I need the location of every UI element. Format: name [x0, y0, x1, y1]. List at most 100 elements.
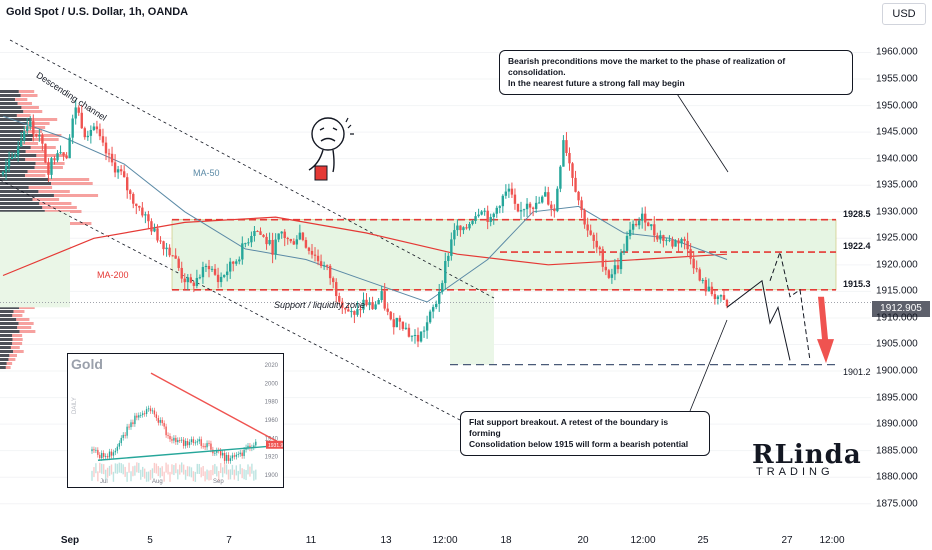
profile-bar — [0, 186, 29, 189]
candle-body — [462, 227, 465, 231]
inset-candle — [237, 454, 239, 455]
candle-body — [247, 242, 250, 244]
candle-body — [534, 202, 538, 209]
profile-bar — [0, 334, 13, 337]
time-axis[interactable] — [0, 530, 932, 550]
top-annotation: Bearish preconditions move the market to… — [499, 50, 853, 96]
inset-candle — [192, 439, 195, 443]
inset-candle — [118, 443, 120, 447]
candle-body — [44, 143, 47, 163]
candle-body — [141, 207, 144, 216]
inset-candle — [145, 409, 148, 414]
candle-body — [222, 275, 226, 277]
inset-candle — [142, 413, 144, 415]
candle-body — [640, 213, 644, 221]
inset-candle — [91, 449, 93, 452]
inset-candle — [112, 452, 115, 456]
inset-candle — [200, 439, 202, 446]
candle-body — [625, 235, 629, 251]
brand-sub: TRADING — [756, 466, 834, 478]
candle-body — [519, 210, 523, 212]
inset-volume — [128, 462, 130, 473]
candle-body — [338, 296, 341, 302]
profile-bar — [17, 326, 32, 329]
inset-volume — [112, 471, 115, 482]
level-label: 1928.5 — [843, 208, 871, 219]
candle-body — [219, 276, 223, 283]
inset-y-tick: 1920 — [265, 455, 279, 461]
inset-volume — [165, 462, 167, 473]
inset-candle — [188, 442, 191, 446]
candle-body — [686, 240, 689, 250]
candle-body — [604, 266, 608, 271]
candle-body — [395, 317, 399, 328]
candle-body — [650, 224, 653, 227]
profile-bar — [0, 190, 39, 193]
profile-bar — [15, 98, 28, 101]
time-tick: 18 — [500, 535, 512, 546]
candle-body — [398, 317, 402, 322]
inset-volume — [108, 465, 111, 476]
profile-bar — [0, 202, 40, 205]
inset-candle — [227, 454, 230, 461]
profile-bar — [53, 194, 99, 197]
inset-volume — [202, 466, 204, 477]
candle-body — [577, 191, 580, 201]
candle-body — [459, 225, 462, 231]
inset-candle — [134, 415, 136, 425]
inset-candle — [253, 445, 255, 448]
inset-volume — [167, 464, 169, 475]
candle-body — [386, 308, 389, 312]
price-tick: 1925.000 — [876, 232, 918, 244]
candle-body — [201, 267, 205, 278]
inset-volume — [237, 470, 239, 481]
candle-body — [165, 247, 168, 250]
inset-volume — [204, 471, 206, 482]
inset-candle — [149, 408, 152, 412]
bottom-note-pointer — [689, 319, 728, 412]
inset-candle — [122, 434, 124, 438]
inset-candle — [175, 437, 177, 443]
candle-body — [698, 269, 701, 281]
candle-body — [634, 223, 638, 226]
candle-body — [168, 247, 171, 256]
candle-body — [513, 194, 517, 204]
currency-button[interactable]: USD — [882, 3, 926, 25]
candle-body — [492, 213, 495, 218]
price-tick: 1940.000 — [876, 153, 918, 165]
inset-volume — [208, 470, 210, 481]
price-axis[interactable] — [871, 0, 932, 530]
candle-body — [507, 188, 511, 192]
inset-volume — [106, 467, 109, 478]
candle-body — [419, 331, 423, 342]
profile-bar — [0, 126, 25, 129]
candle-body — [283, 231, 286, 239]
candle-body — [29, 121, 32, 127]
profile-bar — [0, 306, 20, 309]
inset-candle — [221, 452, 224, 456]
candle-body — [289, 238, 292, 242]
candle-body — [122, 171, 126, 178]
price-tick: 1900.000 — [876, 365, 918, 377]
inset-volume — [104, 469, 107, 480]
profile-bar — [0, 194, 54, 197]
support-zone — [171, 219, 837, 291]
candle-body — [722, 295, 726, 300]
candle-body — [568, 152, 571, 164]
candle-body — [71, 118, 74, 138]
price-tick: 1930.000 — [876, 206, 918, 218]
candle-body — [235, 261, 238, 264]
time-tick: 20 — [577, 535, 589, 546]
candle-body — [371, 302, 374, 310]
profile-bar — [31, 118, 58, 121]
profile-bar — [0, 142, 21, 145]
profile-bar — [0, 170, 28, 173]
inset-volume — [253, 470, 255, 481]
inset-y-tick: 1940 — [265, 436, 279, 442]
daily-inset-chart: Gold 2020 2000 1980 1960 1940 1920 1900 Jul Aug S… — [67, 353, 284, 488]
inset-candle — [106, 456, 109, 458]
inset-candle — [136, 415, 138, 418]
candle-body — [1, 171, 5, 175]
inset-volume — [206, 469, 208, 480]
candle-body — [474, 216, 477, 221]
